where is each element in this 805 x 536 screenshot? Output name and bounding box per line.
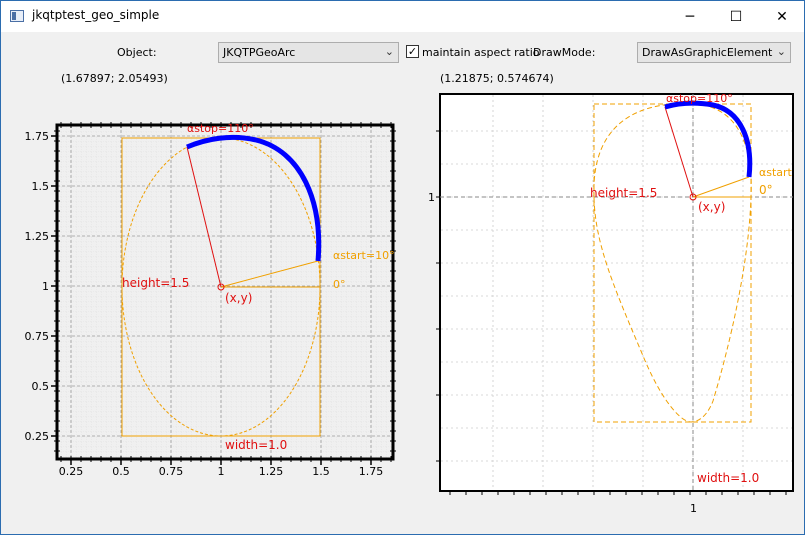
right-bounding-box <box>593 103 752 423</box>
left-x-tick-label: 1.75 <box>359 465 384 478</box>
aspect-ratio-checkbox[interactable]: ✓ <box>406 45 419 58</box>
right-x-tick-label: 1 <box>690 502 697 515</box>
chevron-down-icon: ⌄ <box>384 45 394 58</box>
right-zero-deg-label: 0° <box>759 183 773 197</box>
left-x-tick-label: 1.5 <box>312 465 330 478</box>
left-x-tick-label: 0.75 <box>159 465 184 478</box>
title-bar: jkqtptest_geo_simple ─ ☐ ✕ <box>1 1 804 32</box>
left-alpha-start-label: αstart=10° <box>333 249 395 262</box>
left-x-tick-label: 0.5 <box>112 465 130 478</box>
app-icon <box>10 10 24 22</box>
right-alpha-start-label: αstart <box>759 166 793 179</box>
drawmode-label: DrawMode: <box>533 46 596 59</box>
left-plot-frame <box>55 123 395 461</box>
right-grid <box>441 95 792 490</box>
left-height-label: height=1.5 <box>122 276 189 290</box>
left-y-tick-label: 1.5 <box>32 180 50 193</box>
left-x-tick-label: 0.25 <box>59 465 84 478</box>
aspect-ratio-label: maintain aspect ratio <box>422 46 540 59</box>
left-y-tick-label: 1.25 <box>25 230 50 243</box>
left-y-tick-label: 0.75 <box>25 330 50 343</box>
left-axis-ticks <box>51 122 396 465</box>
left-y-tick-label: 1.75 <box>25 130 50 143</box>
left-x-tick-label: 1.25 <box>259 465 284 478</box>
object-select-value: JKQTPGeoArc <box>223 46 296 59</box>
left-plot-area <box>57 125 393 459</box>
drawmode-select-value: DrawAsGraphicElement <box>642 46 773 59</box>
right-xy-label: (x,y) <box>698 200 725 214</box>
left-y-tick-label: 0.25 <box>25 430 50 443</box>
left-major-grid <box>57 125 393 459</box>
object-select[interactable]: JKQTPGeoArc ⌄ <box>218 42 399 63</box>
left-tick-labels: 0.25 0.5 0.75 1 1.25 1.5 1.75 0.25 0.5 0.75 1 1.25 1… <box>25 130 384 478</box>
chevron-down-icon: ⌄ <box>776 45 786 58</box>
right-start-ray <box>692 176 750 198</box>
left-stop-ray <box>186 146 222 288</box>
right-center-point <box>689 193 697 201</box>
right-ellipse-outline <box>593 103 752 423</box>
left-start-ray <box>220 260 319 288</box>
left-xy-label: (x,y) <box>225 291 252 305</box>
left-arc <box>186 134 322 262</box>
close-button[interactable]: ✕ <box>776 8 788 25</box>
right-coord-readout: (1.21875; 0.574674) <box>440 72 554 85</box>
window-title: jkqtptest_geo_simple <box>32 8 160 22</box>
left-y-tick-label: 1 <box>42 280 49 293</box>
right-width-label: width=1.0 <box>697 471 759 485</box>
right-y-tick-label: 1 <box>428 191 435 204</box>
right-stop-ray <box>664 106 694 198</box>
maximize-button[interactable]: ☐ <box>729 8 743 25</box>
right-alpha-stop-label: αstop=110° <box>666 92 733 105</box>
right-axis-ticks <box>436 130 787 495</box>
left-zero-deg-label: 0° <box>333 278 346 291</box>
left-width-label: width=1.0 <box>225 438 287 452</box>
left-y-tick-label: 0.5 <box>32 380 50 393</box>
left-coord-readout: (1.67897; 2.05493) <box>61 72 168 85</box>
right-height-label: height=1.5 <box>590 186 657 200</box>
left-center-point <box>217 283 225 291</box>
left-x-tick-label: 1 <box>218 465 225 478</box>
left-alpha-stop-label: αstop=110° <box>187 122 254 135</box>
minimize-button[interactable]: ─ <box>685 8 695 25</box>
object-label: Object: <box>117 46 157 59</box>
drawmode-select[interactable]: DrawAsGraphicElement ⌄ <box>637 42 791 63</box>
right-arc <box>664 100 753 178</box>
